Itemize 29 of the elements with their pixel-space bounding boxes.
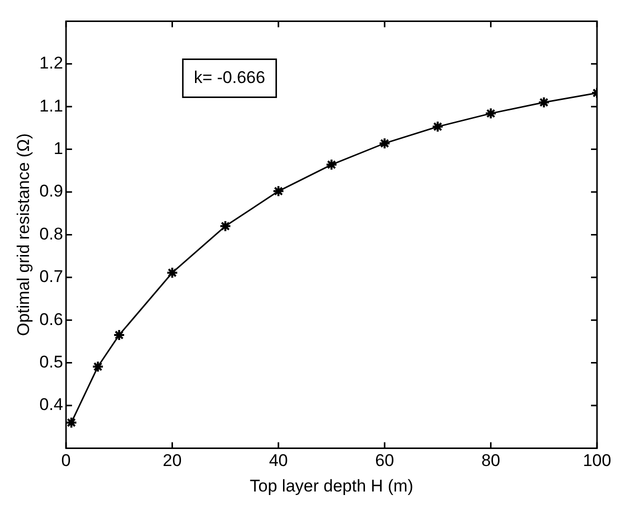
x-tick-label: 60 xyxy=(375,451,394,470)
point xyxy=(484,107,497,120)
x-tick-label: 100 xyxy=(582,451,612,470)
y-tick-label: 0.5 xyxy=(39,352,64,372)
y-tick-label: 0.9 xyxy=(39,182,64,201)
point xyxy=(92,360,104,373)
point xyxy=(326,158,338,171)
y-tick-label: 0.6 xyxy=(39,310,64,329)
annotation: k= -0.666 xyxy=(194,68,266,87)
point xyxy=(538,96,550,108)
point xyxy=(219,220,232,232)
y-tick-label: 1 xyxy=(54,138,64,158)
point xyxy=(272,185,284,198)
x-tick-label: 40 xyxy=(268,451,288,470)
y-tick-label: 1.2 xyxy=(39,54,64,73)
point xyxy=(113,329,126,342)
x-axis-title: Top layer depth H (m) xyxy=(250,476,414,496)
point xyxy=(378,137,391,150)
point xyxy=(166,266,178,279)
y-axis-title: Optimal grid resistance (Ω) xyxy=(14,133,33,336)
y-tick-label: 0.4 xyxy=(39,395,64,414)
y-tick-label: 0.7 xyxy=(39,267,64,286)
y-tick-label: 1.1 xyxy=(39,96,64,116)
x-tick-label: 0 xyxy=(61,451,71,470)
x-tick-label: 20 xyxy=(162,451,182,470)
point xyxy=(66,416,78,429)
x-tick-label: 80 xyxy=(481,451,500,470)
y-tick-label: 0.8 xyxy=(39,224,64,244)
point xyxy=(432,120,444,133)
